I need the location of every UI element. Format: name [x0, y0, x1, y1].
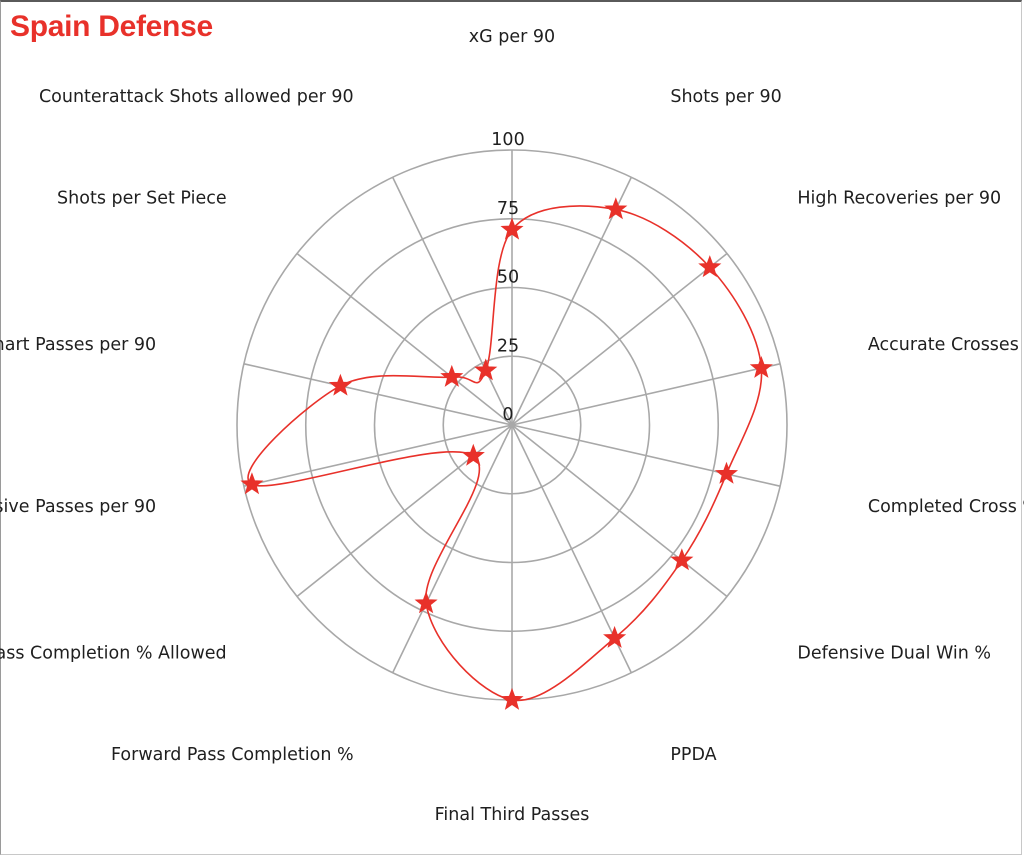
axis-label: Progressive Passes per 90 [0, 497, 156, 517]
spoke-13 [391, 176, 513, 426]
data-point-star [328, 373, 352, 396]
data-point-star [461, 443, 485, 466]
data-point-star [240, 472, 264, 495]
series-line [247, 205, 763, 702]
spoke-3 [511, 363, 781, 426]
axis-label: Completed Cross % Allowed [868, 497, 1024, 517]
radial-tick-label: 100 [491, 130, 524, 150]
spoke-10 [243, 424, 513, 487]
radial-tick-label: 0 [502, 405, 513, 425]
data-point-star [500, 217, 524, 240]
spoke-12 [296, 252, 513, 426]
spoke-11 [243, 363, 513, 426]
axis-label: Defensive Dual Win % [797, 644, 991, 664]
data-point-star [604, 197, 628, 220]
axis-label: Long Pass Completion % Allowed [0, 644, 227, 664]
chart-title: Spain Defense [10, 10, 213, 43]
data-point-star [500, 687, 524, 710]
axis-label: Counterattack Shots allowed per 90 [39, 87, 354, 107]
axis-label: Smart Passes per 90 [0, 335, 156, 355]
axis-label: Shots per 90 [670, 87, 781, 107]
spoke-9 [296, 424, 513, 598]
radar-series [240, 197, 773, 710]
data-point-star [749, 355, 773, 378]
spoke-2 [511, 252, 728, 426]
spoke-8 [391, 424, 513, 674]
spoke-6 [511, 424, 633, 674]
axis-label: PPDA [670, 745, 716, 765]
axis-label: xG per 90 [469, 27, 555, 47]
radial-tick-label: 75 [497, 199, 519, 219]
radar-grid [236, 149, 788, 701]
axis-labels: xG per 90 Shots per 90 High Recoveries per… [0, 27, 1024, 825]
data-point-star [698, 255, 722, 278]
data-point-star [670, 548, 694, 571]
data-point-star [414, 591, 438, 614]
spoke-4 [511, 424, 781, 487]
radial-tick-label: 25 [497, 336, 519, 356]
axis-label: Accurate Crosses per 90 [868, 335, 1024, 355]
spoke-1 [511, 176, 633, 426]
radial-tick-labels: 0 25 50 75 100 [491, 130, 524, 425]
axis-label: Shots per Set Piece [57, 188, 227, 208]
spoke-5 [511, 424, 728, 598]
data-point-star [714, 461, 739, 484]
data-point-star [474, 358, 498, 381]
axis-label: Forward Pass Completion % [111, 745, 354, 765]
axis-label: High Recoveries per 90 [797, 188, 1001, 208]
radial-tick-label: 50 [497, 268, 519, 288]
axis-label: Final Third Passes [435, 805, 590, 825]
data-point-star [440, 364, 464, 387]
data-point-star [603, 625, 627, 648]
